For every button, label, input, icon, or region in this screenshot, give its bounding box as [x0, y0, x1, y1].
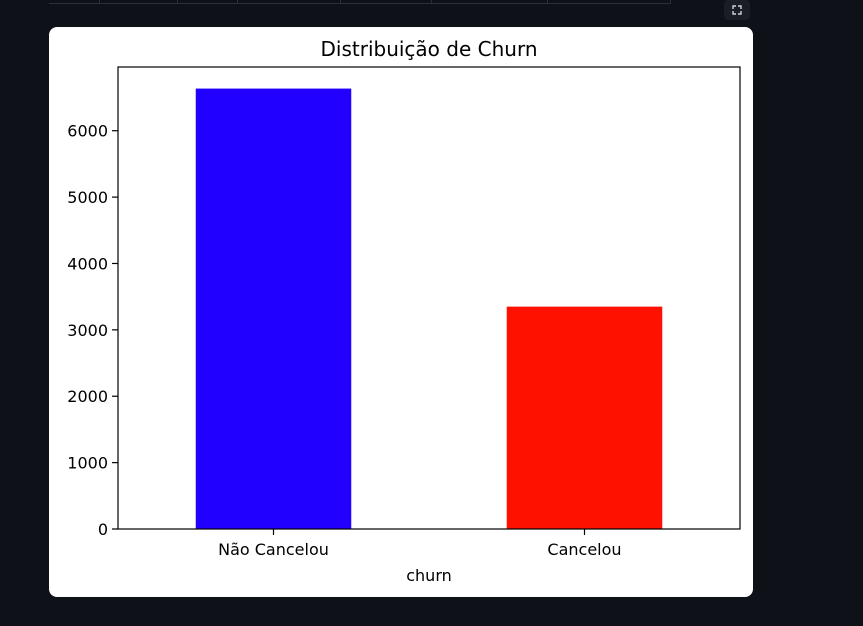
bar-1 — [506, 306, 663, 529]
y-tick-label-5: 5000 — [67, 188, 108, 207]
bar-chart: Distribuição de Churn 0 1000 2000 3000 4000 5… — [67, 37, 741, 585]
y-tick-label-0: 0 — [98, 520, 108, 539]
bar-0 — [195, 88, 352, 529]
x-axis: Não Cancelou Cancelou — [218, 529, 622, 559]
y-tick-label-1: 1000 — [67, 454, 108, 473]
plot-frame — [117, 66, 741, 530]
x-tick-label-1: Cancelou — [547, 540, 621, 559]
x-tick-label-0: Não Cancelou — [218, 540, 329, 559]
fullscreen-button[interactable] — [724, 0, 750, 20]
x-axis-label: churn — [406, 566, 452, 585]
chart-card: Distribuição de Churn 0 1000 2000 3000 4000 5… — [49, 27, 753, 597]
y-tick-label-2: 2000 — [67, 387, 108, 406]
top-toolbar-strip — [49, 0, 671, 4]
y-tick-label-6: 6000 — [67, 122, 108, 141]
y-tick-label-4: 4000 — [67, 254, 108, 273]
y-axis: 0 1000 2000 3000 4000 5000 6000 — [67, 122, 118, 539]
bars-layer — [195, 88, 663, 529]
expand-icon — [732, 5, 742, 15]
y-tick-label-3: 3000 — [67, 321, 108, 340]
chart-title: Distribuição de Churn — [321, 37, 538, 61]
